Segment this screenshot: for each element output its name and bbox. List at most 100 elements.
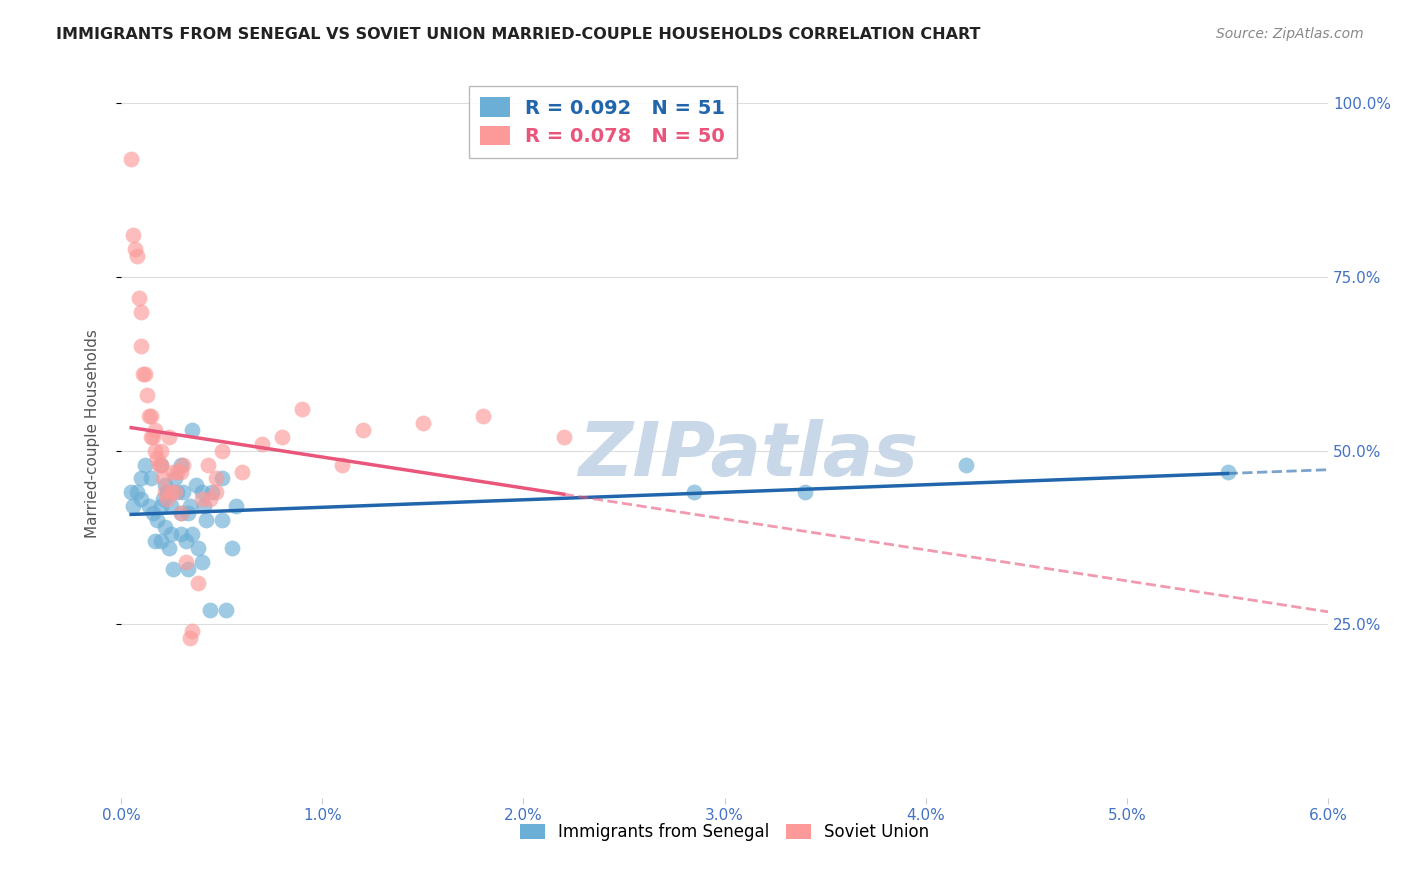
Text: ZIPatlas: ZIPatlas: [579, 418, 918, 491]
Point: [1216, 465, 1239, 479]
Point: [129, 492, 152, 507]
Point: [143, 443, 166, 458]
Point: [165, 471, 187, 485]
Point: [152, 471, 174, 485]
Point: [132, 368, 155, 382]
Point: [124, 242, 146, 256]
Point: [136, 388, 159, 402]
Point: [231, 465, 253, 479]
Point: [472, 409, 495, 423]
Point: [179, 500, 201, 514]
Point: [173, 485, 195, 500]
Legend: R = 0.092   N = 51, R = 0.078   N = 50: R = 0.092 N = 51, R = 0.078 N = 50: [468, 86, 737, 158]
Point: [352, 423, 374, 437]
Point: [187, 575, 209, 590]
Point: [150, 458, 173, 472]
Point: [955, 458, 977, 472]
Point: [215, 603, 238, 617]
Y-axis label: Married-couple Households: Married-couple Households: [86, 329, 100, 538]
Point: [180, 624, 202, 639]
Point: [141, 471, 163, 485]
Point: [120, 485, 142, 500]
Point: [683, 485, 706, 500]
Point: [122, 500, 145, 514]
Point: [187, 541, 209, 555]
Point: [204, 485, 226, 500]
Point: [160, 500, 183, 514]
Point: [176, 506, 198, 520]
Point: [412, 416, 434, 430]
Point: [170, 506, 193, 520]
Point: [129, 339, 152, 353]
Point: [553, 430, 575, 444]
Point: [174, 533, 197, 548]
Point: [134, 458, 156, 472]
Point: [204, 471, 226, 485]
Point: [141, 409, 163, 423]
Point: [180, 423, 202, 437]
Point: [150, 443, 173, 458]
Point: [162, 562, 184, 576]
Point: [173, 458, 195, 472]
Point: [794, 485, 817, 500]
Point: [156, 485, 179, 500]
Point: [332, 458, 354, 472]
Point: [156, 492, 179, 507]
Point: [197, 458, 219, 472]
Point: [211, 443, 233, 458]
Point: [176, 562, 198, 576]
Text: Source: ZipAtlas.com: Source: ZipAtlas.com: [1216, 27, 1364, 41]
Point: [138, 500, 160, 514]
Point: [141, 430, 163, 444]
Point: [148, 458, 170, 472]
Point: [142, 430, 165, 444]
Point: [179, 632, 201, 646]
Point: [162, 465, 184, 479]
Point: [193, 500, 215, 514]
Point: [160, 485, 183, 500]
Point: [221, 541, 243, 555]
Point: [143, 533, 166, 548]
Point: [180, 527, 202, 541]
Point: [184, 478, 207, 492]
Point: [170, 465, 193, 479]
Point: [166, 485, 188, 500]
Point: [225, 500, 247, 514]
Point: [134, 368, 156, 382]
Point: [157, 541, 180, 555]
Point: [152, 492, 174, 507]
Point: [291, 401, 314, 416]
Point: [250, 436, 273, 450]
Point: [174, 555, 197, 569]
Point: [170, 506, 193, 520]
Point: [166, 465, 188, 479]
Point: [127, 249, 149, 263]
Point: [142, 506, 165, 520]
Text: IMMIGRANTS FROM SENEGAL VS SOVIET UNION MARRIED-COUPLE HOUSEHOLDS CORRELATION CH: IMMIGRANTS FROM SENEGAL VS SOVIET UNION …: [56, 27, 981, 42]
Point: [211, 513, 233, 527]
Point: [190, 555, 212, 569]
Point: [170, 527, 193, 541]
Point: [138, 409, 160, 423]
Point: [211, 471, 233, 485]
Point: [120, 152, 142, 166]
Point: [160, 527, 183, 541]
Point: [165, 485, 187, 500]
Point: [170, 458, 193, 472]
Point: [146, 450, 169, 465]
Point: [129, 304, 152, 318]
Point: [155, 485, 177, 500]
Point: [127, 485, 149, 500]
Point: [198, 492, 221, 507]
Point: [128, 291, 150, 305]
Point: [150, 458, 173, 472]
Point: [150, 500, 173, 514]
Point: [146, 513, 169, 527]
Point: [190, 492, 212, 507]
Point: [201, 485, 224, 500]
Point: [155, 520, 177, 534]
Point: [150, 533, 173, 548]
Point: [198, 603, 221, 617]
Point: [122, 228, 145, 243]
Point: [190, 485, 212, 500]
